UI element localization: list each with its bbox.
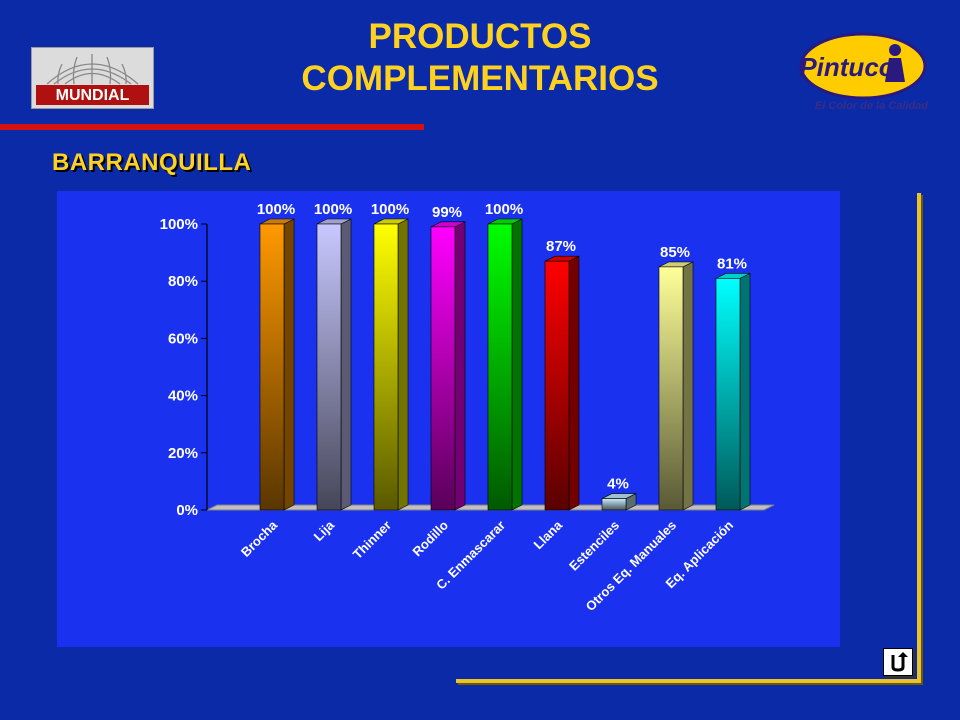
- y-tick-label: 60%: [168, 330, 198, 347]
- bar-side: [340, 218, 352, 511]
- category-label: Rodillo: [409, 517, 451, 559]
- page-title-line2: COMPLEMENTARIOS: [301, 59, 659, 98]
- pintuco-logo: Pintuco: [795, 28, 935, 120]
- data-label: 100%: [314, 201, 352, 218]
- bar-side: [682, 261, 694, 511]
- pintuco-logo-text: Pintuco: [799, 52, 894, 82]
- y-tick-label: 0%: [176, 502, 198, 519]
- bar: [430, 226, 456, 511]
- bar: [259, 223, 285, 511]
- bar-side: [397, 218, 409, 511]
- bar: [544, 260, 570, 511]
- bar-side: [739, 272, 751, 511]
- return-button[interactable]: [883, 648, 913, 676]
- chart-panel: 0% 20% 40% 60% 80% 100% 100% Brocha 100% Lija 100%…: [57, 191, 840, 647]
- category-label: Brocha: [238, 517, 281, 560]
- category-label: Thinner: [350, 518, 394, 562]
- painter-figure-icon: [889, 44, 901, 56]
- data-label: 99%: [432, 204, 462, 221]
- mundial-logo-graphic: MUNDIAL: [36, 54, 149, 105]
- data-label: 100%: [371, 201, 409, 218]
- bar: [373, 223, 399, 511]
- bar: [316, 223, 342, 511]
- return-arrow-icon: [891, 652, 908, 672]
- bar: [601, 498, 627, 511]
- y-tick-label: 80%: [168, 273, 198, 290]
- data-label: 100%: [485, 201, 523, 218]
- mundial-logo-text: MUNDIAL: [56, 87, 130, 104]
- accent-rule: [0, 124, 424, 130]
- bar-side: [568, 255, 580, 511]
- category-label: Llana: [530, 517, 565, 552]
- region-subtitle: BARRANQUILLA: [52, 149, 252, 176]
- page-title-line1: PRODUCTOS: [368, 17, 592, 56]
- category-label: Lija: [311, 517, 338, 544]
- bar: [658, 266, 684, 511]
- frame-right-border: [917, 193, 921, 683]
- data-label: 4%: [607, 476, 629, 493]
- bar: [715, 278, 741, 511]
- data-label: 81%: [717, 255, 747, 272]
- bar-side: [511, 218, 523, 511]
- mundial-logo: MUNDIAL: [31, 47, 154, 109]
- pintuco-tagline: El Color de la Calidad: [814, 100, 928, 112]
- data-label: 100%: [257, 201, 295, 218]
- frame-bottom-border: [456, 679, 921, 683]
- bar-side: [283, 218, 295, 511]
- category-label: Estenciles: [566, 518, 622, 574]
- bar-chart: 0% 20% 40% 60% 80% 100% 100% Brocha 100% Lija 100%…: [160, 201, 775, 614]
- data-label: 85%: [660, 244, 690, 261]
- bar-side: [454, 221, 466, 511]
- y-tick-label: 100%: [160, 216, 198, 233]
- y-tick-label: 40%: [168, 388, 198, 405]
- data-label: 87%: [546, 238, 576, 255]
- y-tick-label: 20%: [168, 445, 198, 462]
- bar: [487, 223, 513, 511]
